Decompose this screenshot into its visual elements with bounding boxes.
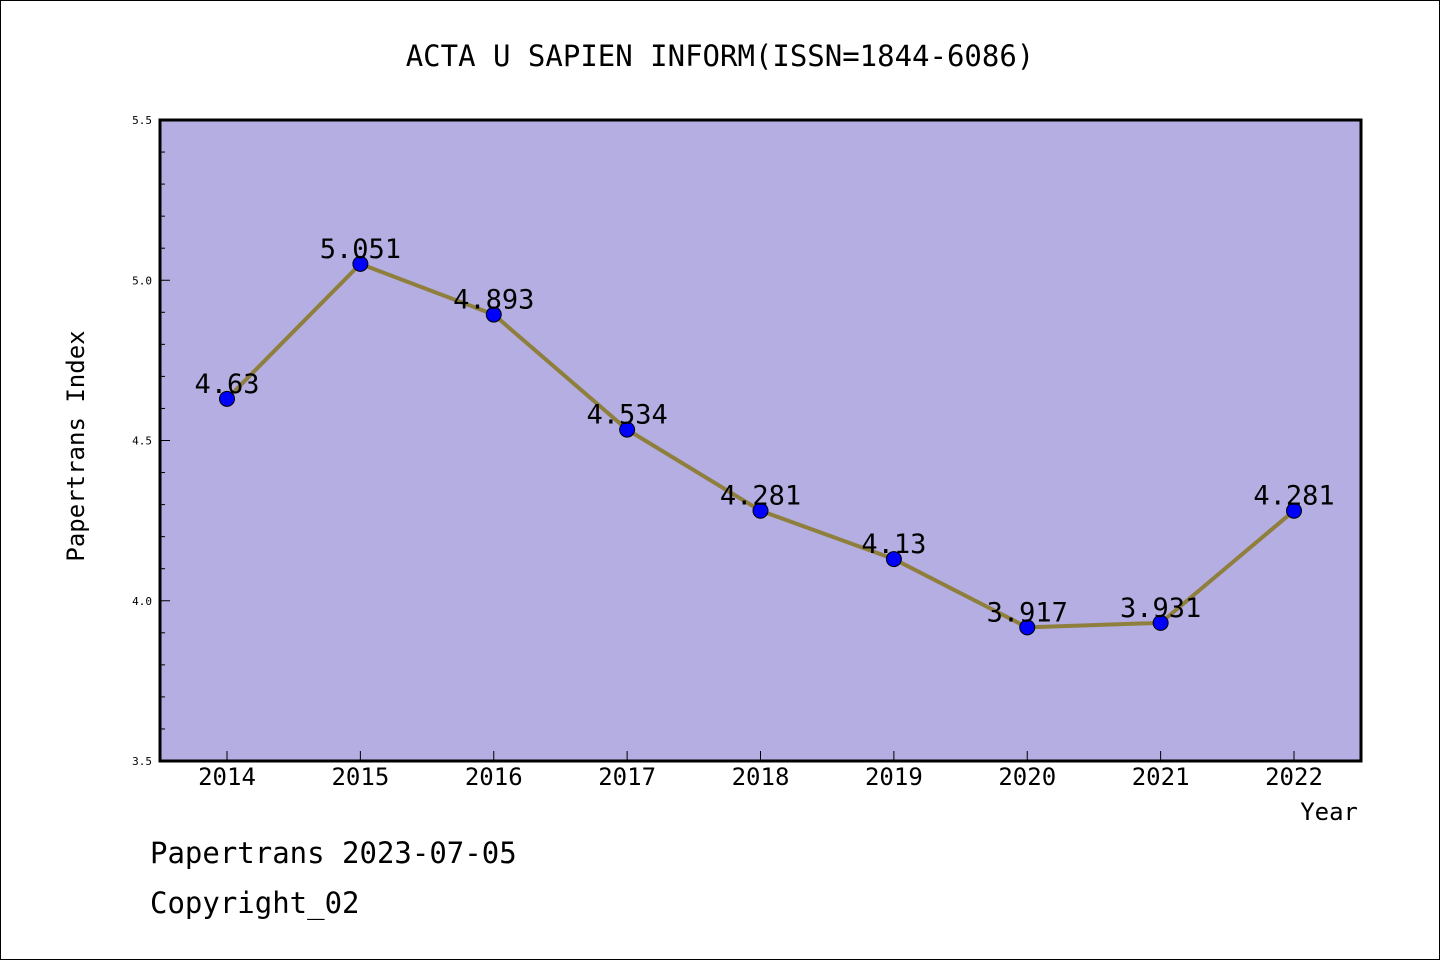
- data-point: [1019, 619, 1036, 636]
- data-label: 3.917: [987, 597, 1068, 628]
- series-layer: [219, 255, 1302, 636]
- data-label: 4.13: [861, 529, 926, 560]
- y-tick-label: 5.5: [132, 114, 152, 127]
- x-tick-label: 2014: [198, 763, 256, 791]
- x-axis-label: Year: [1300, 798, 1358, 826]
- data-point: [352, 255, 369, 272]
- data-label: 4.534: [586, 400, 667, 431]
- x-tick-label: 2022: [1265, 763, 1323, 791]
- data-point: [619, 421, 636, 438]
- data-label: 4.281: [1253, 481, 1334, 512]
- plot-border: [158, 118, 1363, 763]
- data-label: 4.63: [194, 369, 259, 400]
- data-point: [1286, 502, 1302, 519]
- data-point: [1152, 614, 1169, 631]
- data-label: 4.893: [453, 285, 534, 316]
- x-tick-label: 2018: [732, 763, 790, 791]
- data-point: [885, 551, 902, 568]
- x-tick-label: 2015: [331, 763, 389, 791]
- footer-copyright: Copyright_02: [150, 886, 360, 920]
- data-point: [219, 390, 235, 407]
- x-tick-label: 2019: [865, 763, 923, 791]
- data-label: 3.931: [1120, 593, 1201, 624]
- x-tick-label: 2021: [1132, 763, 1190, 791]
- y-axis-label: Papertrans Index: [62, 330, 90, 561]
- labels-layer: 4.63 5.051 4.893 4.534 4.281 4.13 3.917 3.931 4.…: [194, 234, 1334, 628]
- y-tick-label: 4.0: [132, 595, 152, 608]
- y-tick-label: 5.0: [132, 274, 152, 287]
- data-label: 5.051: [320, 234, 401, 265]
- ticks-layer: 3.5 4.0 4.5 5.0 5.5 2014 2015 2016 2017 2018 2019 2…: [132, 114, 1323, 791]
- data-label: 4.281: [720, 481, 801, 512]
- data-point: [485, 306, 502, 323]
- chart-title: ACTA U SAPIEN INFORM(ISSN=1844-6086): [406, 39, 1035, 73]
- x-tick-label: 2020: [998, 763, 1056, 791]
- y-tick-label: 3.5: [132, 755, 152, 768]
- data-point: [752, 502, 769, 519]
- plot-area: [160, 120, 1361, 761]
- x-tick-label: 2016: [465, 763, 523, 791]
- y-tick-label: 4.5: [132, 435, 152, 448]
- x-tick-label: 2017: [598, 763, 656, 791]
- footer-date: Papertrans 2023-07-05: [150, 836, 517, 870]
